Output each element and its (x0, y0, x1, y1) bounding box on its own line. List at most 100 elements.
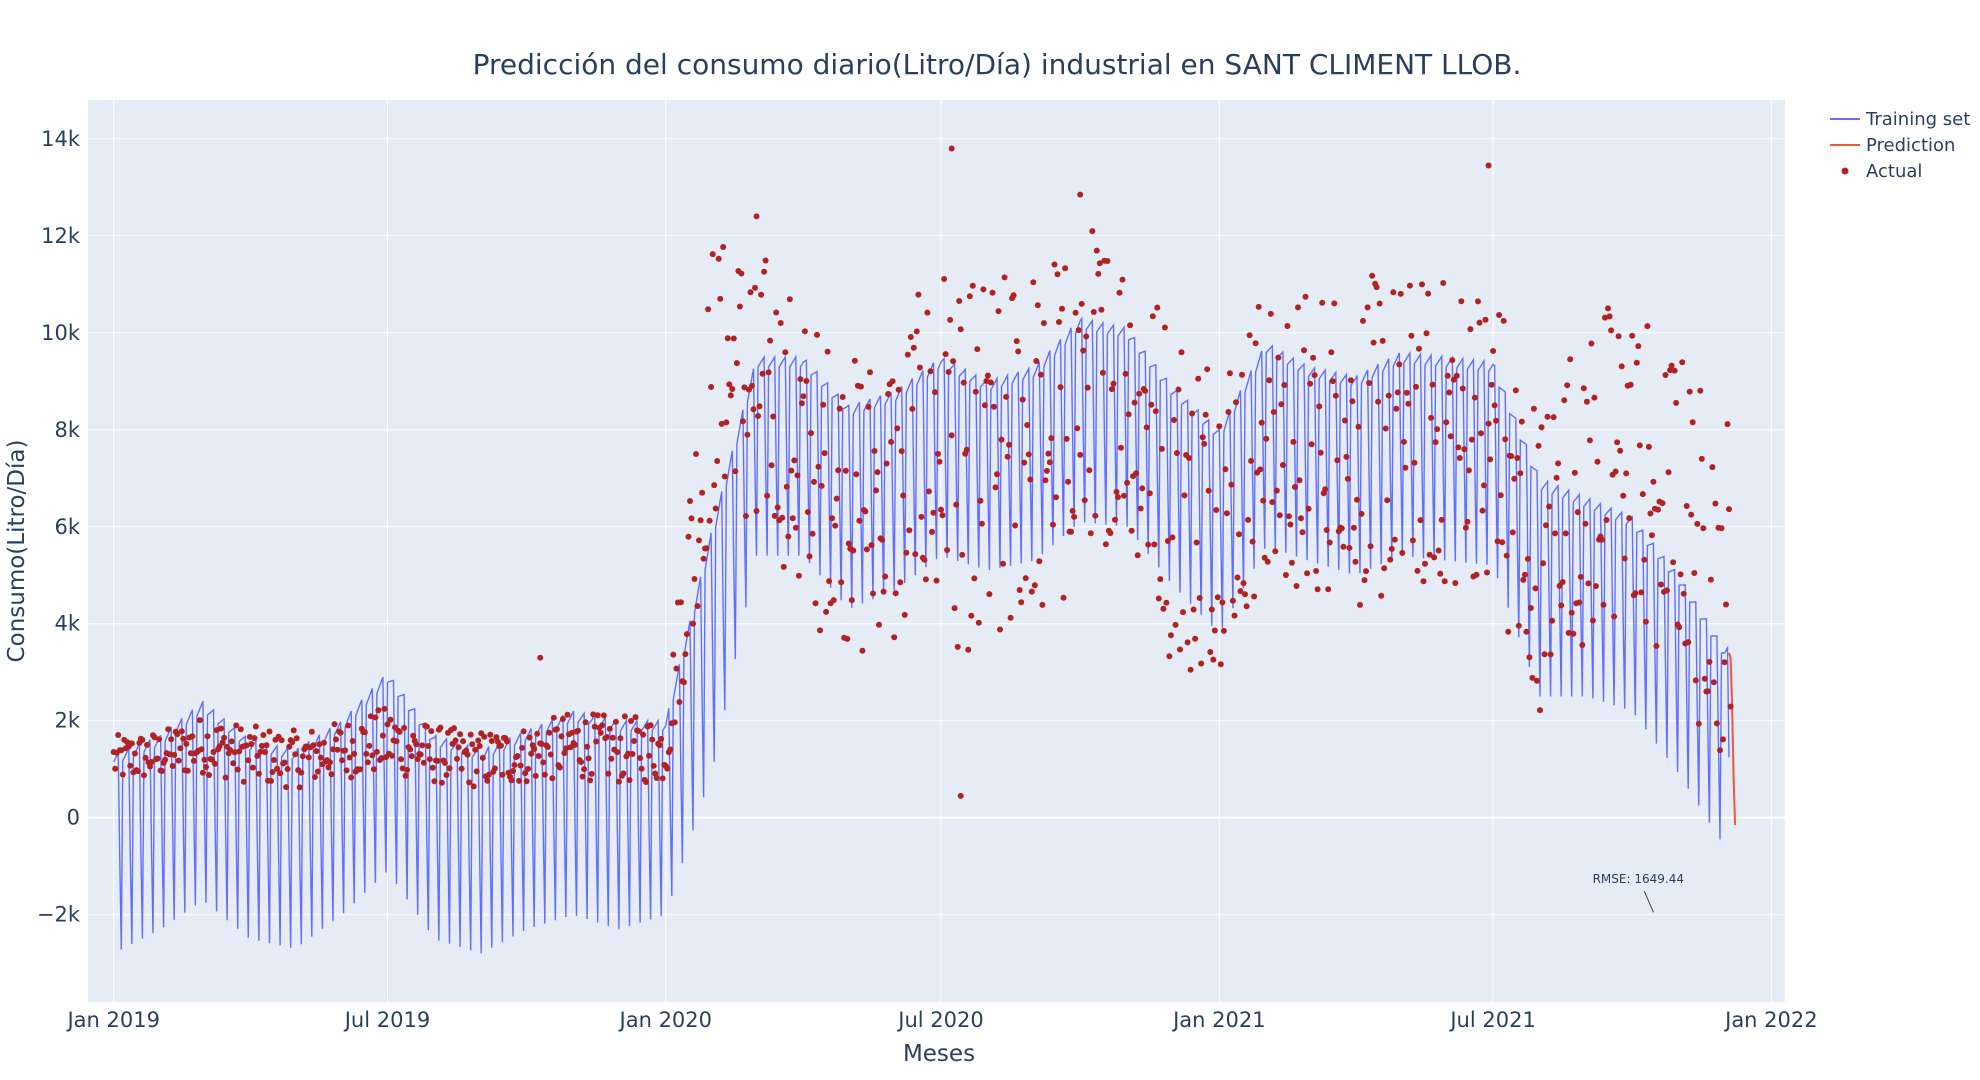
actual-point (643, 779, 650, 785)
actual-point (1497, 492, 1504, 499)
actual-point (820, 401, 827, 408)
actual-point (1164, 538, 1171, 544)
actual-point (1535, 442, 1542, 449)
actual-point (1361, 577, 1368, 584)
actual-point (1527, 605, 1534, 611)
actual-point (732, 468, 739, 475)
actual-point (889, 378, 896, 385)
actual-point (800, 393, 807, 400)
actual-point (1685, 639, 1692, 646)
actual-point (1225, 409, 1232, 415)
actual-point (159, 768, 166, 774)
actual-point (1046, 459, 1053, 466)
actual-point (393, 738, 400, 745)
actual-point (998, 436, 1005, 443)
legend-item-training[interactable]: Training set (1830, 109, 1970, 130)
actual-point (562, 745, 569, 752)
actual-point (1706, 658, 1713, 665)
actual-point (742, 513, 749, 519)
actual-point (885, 391, 892, 397)
actual-point (1266, 377, 1273, 384)
actual-point (762, 257, 769, 264)
actual-point (632, 714, 639, 721)
actual-point (667, 746, 674, 753)
legend-item-actual[interactable]: Actual (1841, 161, 1923, 182)
actual-point (128, 740, 135, 747)
actual-point (1043, 467, 1050, 474)
actual-point (1184, 639, 1191, 646)
actual-point (473, 768, 480, 775)
actual-point (255, 770, 262, 777)
actual-point (534, 730, 541, 737)
actual-point (1112, 516, 1118, 523)
actual-point (609, 734, 616, 741)
actual-point (1608, 327, 1615, 334)
actual-point (587, 777, 594, 784)
actual-point (741, 384, 748, 391)
actual-point (1051, 261, 1058, 268)
actual-point (1072, 309, 1079, 316)
actual-point (458, 765, 465, 772)
actual-point (1553, 474, 1560, 481)
actual-point (1552, 530, 1559, 537)
actual-point (519, 744, 526, 751)
actual-point (470, 783, 477, 790)
actual-point (1031, 582, 1038, 589)
actual-point (1027, 476, 1034, 483)
actual-point (833, 495, 840, 502)
actual-point (835, 467, 842, 474)
actual-point (219, 739, 226, 746)
actual-point (1033, 358, 1040, 364)
actual-point (228, 738, 235, 745)
actual-point (1704, 688, 1711, 695)
rmse-arrow (1643, 890, 1654, 913)
actual-point (1124, 479, 1131, 486)
actual-point (1694, 520, 1701, 527)
actual-point (1515, 622, 1522, 629)
actual-point (334, 746, 341, 753)
actual-point (1157, 576, 1164, 583)
actual-point (1122, 370, 1129, 377)
actual-point (897, 579, 904, 586)
actual-point (1249, 538, 1256, 545)
actual-point (995, 308, 1002, 315)
actual-point (1720, 736, 1726, 743)
actual-point (984, 372, 991, 379)
actual-point (1078, 300, 1085, 307)
actual-point (263, 742, 270, 749)
actual-point (1479, 507, 1486, 514)
actual-point (1056, 319, 1062, 325)
actual-point (1074, 425, 1081, 432)
actual-point (1397, 290, 1404, 297)
actual-point (1555, 460, 1562, 467)
actual-point (1523, 628, 1530, 635)
actual-point (1561, 397, 1568, 404)
actual-point (867, 369, 873, 376)
actual-point (629, 751, 636, 757)
actual-point (1208, 606, 1215, 613)
actual-point (1211, 627, 1218, 634)
actual-point (258, 742, 265, 749)
actual-point (685, 533, 692, 540)
actual-point (408, 753, 415, 760)
actual-point (948, 432, 955, 439)
actual-point (1243, 603, 1250, 610)
actual-point (1167, 632, 1174, 639)
legend-item-prediction[interactable]: Prediction (1830, 135, 1955, 156)
actual-point (1416, 345, 1422, 352)
actual-point (168, 736, 175, 743)
actual-point (1632, 590, 1639, 597)
actual-point (812, 600, 819, 607)
actual-point (1142, 387, 1149, 394)
actual-point (1015, 348, 1022, 355)
actual-point (1133, 470, 1140, 477)
y-tick-label: 6k (54, 515, 80, 539)
actual-point (1431, 554, 1438, 561)
actual-point (987, 379, 994, 386)
actual-point (730, 335, 737, 342)
actual-point (485, 771, 492, 778)
actual-point (1284, 323, 1291, 329)
actual-point (888, 438, 895, 445)
actual-point (127, 762, 134, 769)
actual-point (1021, 459, 1028, 466)
